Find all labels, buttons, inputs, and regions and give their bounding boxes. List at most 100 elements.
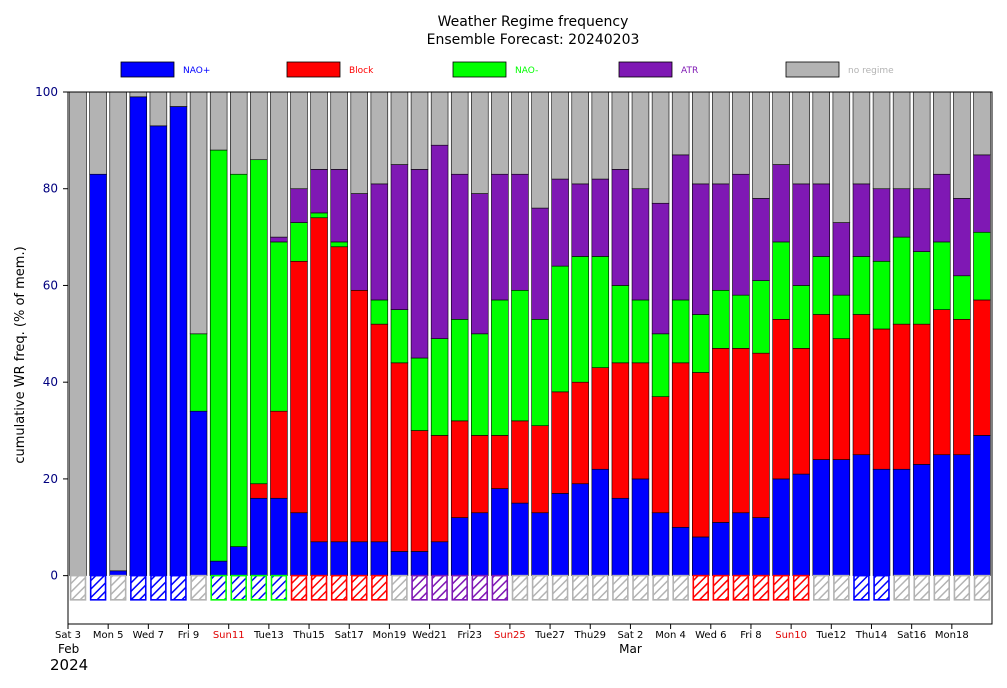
marker-block-34	[752, 574, 770, 601]
x-tick-label-24: Tue27	[534, 630, 565, 641]
bar-no-regime-0	[69, 91, 87, 576]
bar-nao-41	[892, 468, 911, 576]
bar-atr-12	[310, 169, 328, 214]
bar-nao-29	[651, 333, 670, 397]
x-tick-label-16: Mon19	[372, 630, 406, 641]
bar-no-regime-12	[310, 91, 328, 170]
bar-block-40	[872, 328, 891, 470]
bar-nao-42	[912, 464, 931, 576]
bar-nao-20	[471, 333, 489, 436]
bar-nao-36	[792, 285, 810, 349]
bar-no-regime-25	[571, 91, 589, 185]
y-tick-label-80: 80	[43, 182, 58, 196]
bar-atr-32	[712, 183, 730, 291]
bar-nao-16	[390, 309, 409, 364]
bar-nao-40	[872, 260, 891, 330]
bar-nao-22	[511, 289, 529, 422]
bar-atr-29	[651, 202, 670, 335]
x-tick-label-8: Sun11	[213, 630, 245, 641]
marker-no-regime-28	[632, 574, 649, 601]
bar-no-regime-13	[330, 91, 348, 170]
bar-nao-18	[430, 541, 449, 576]
bar-no-regime-21	[491, 91, 509, 175]
marker-no-regime-44	[953, 574, 971, 601]
x-tick-label-12: Thu15	[292, 630, 325, 641]
bar-nao-12	[310, 212, 328, 219]
bar-atr-16	[390, 164, 409, 310]
bar-nao-38	[832, 294, 851, 339]
bar-block-20	[471, 435, 489, 514]
bar-no-regime-18	[430, 91, 449, 146]
bar-atr-33	[732, 173, 750, 296]
marker-nao-1	[89, 574, 107, 601]
bar-block-45	[973, 299, 991, 436]
y-tick-label-40: 40	[43, 375, 58, 389]
bar-block-26	[591, 367, 610, 470]
legend-swatch-no-regime	[785, 61, 840, 78]
marker-no-regime-23	[531, 574, 549, 601]
bar-block-28	[631, 362, 650, 480]
marker-nao-3	[130, 574, 147, 601]
bar-block-39	[852, 314, 871, 456]
bar-nao-42	[912, 251, 931, 325]
marker-no-regime-26	[592, 574, 609, 601]
x-tick-label-44: Mon18	[935, 630, 969, 641]
bar-block-38	[832, 338, 851, 460]
bar-atr-22	[511, 173, 529, 291]
marker-atr-17	[411, 574, 428, 601]
bar-nao-40	[872, 468, 891, 576]
marker-no-regime-37	[813, 574, 830, 601]
bar-no-regime-37	[812, 91, 830, 185]
x-tick-label-28: Sat 2	[617, 630, 643, 641]
marker-nao-7	[210, 574, 227, 601]
bar-atr-11	[290, 188, 308, 223]
plot-frame	[67, 91, 993, 625]
marker-nao-39	[853, 574, 870, 601]
marker-no-regime-30	[672, 574, 689, 601]
bar-nao-15	[370, 299, 389, 325]
bar-no-regime-15	[370, 91, 389, 185]
marker-no-regime-6	[190, 574, 207, 601]
bar-nao-33	[732, 294, 750, 349]
marker-no-regime-16	[391, 574, 408, 601]
bar-block-43	[933, 309, 951, 456]
bar-block-10	[270, 410, 288, 499]
bar-nao-30	[671, 299, 690, 364]
marker-no-regime-25	[571, 574, 589, 601]
bar-nao-23	[531, 319, 549, 427]
marker-atr-20	[471, 574, 489, 601]
x-tick-label-40: Thu14	[855, 630, 888, 641]
bar-nao-31	[691, 536, 710, 576]
marker-nao-40	[873, 574, 890, 601]
bar-no-regime-29	[651, 91, 670, 204]
bar-no-regime-32	[712, 91, 730, 185]
bar-atr-40	[872, 188, 891, 262]
bar-atr-42	[912, 188, 931, 252]
legend-label-atr: ATR	[681, 66, 698, 76]
bar-block-15	[370, 323, 389, 543]
bar-block-32	[712, 348, 730, 523]
legend-swatch-nao	[452, 61, 507, 78]
bar-nao-39	[852, 454, 871, 576]
marker-no-regime-29	[652, 574, 669, 601]
bar-nao-26	[591, 468, 610, 576]
marker-block-12	[310, 574, 328, 601]
bar-nao-18	[430, 338, 449, 436]
bar-no-regime-31	[691, 91, 710, 185]
marker-no-regime-24	[551, 574, 569, 601]
bar-nao-30	[671, 526, 690, 576]
bar-block-12	[310, 217, 328, 543]
bar-atr-24	[551, 178, 569, 267]
bar-nao-11	[290, 222, 308, 262]
bar-atr-45	[973, 154, 991, 233]
bar-nao-19	[450, 517, 469, 576]
marker-block-36	[792, 574, 810, 601]
bar-block-14	[350, 289, 368, 543]
bar-block-37	[812, 314, 830, 460]
bar-no-regime-5	[169, 91, 188, 107]
bar-block-35	[772, 319, 790, 480]
x-tick-label-26: Thu29	[574, 630, 607, 641]
bar-block-34	[752, 352, 770, 518]
bar-block-11	[290, 260, 308, 514]
bar-nao-36	[792, 473, 810, 576]
